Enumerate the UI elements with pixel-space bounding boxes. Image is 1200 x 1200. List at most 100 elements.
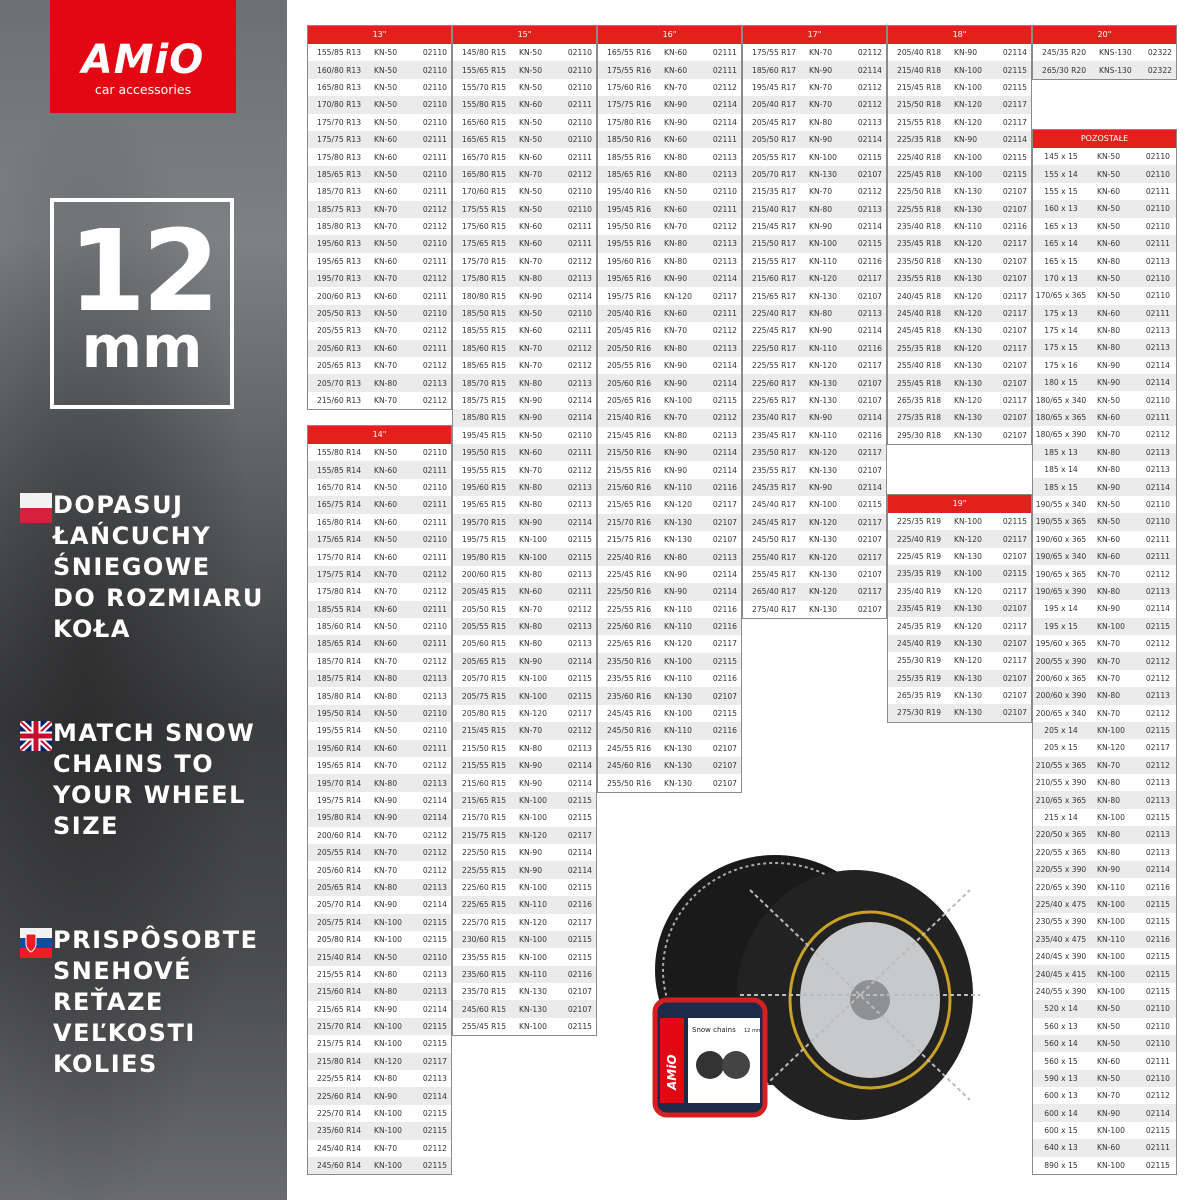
tire-size: 520 x 14	[1044, 1004, 1078, 1014]
product-code: 02112	[712, 413, 737, 423]
table-row: 245/35 R20 KNS-130 02322	[1033, 44, 1176, 61]
tire-size: 175/55 R15	[462, 204, 507, 214]
product-code: 02111	[422, 552, 447, 562]
lifestyle-photo-panel: AMiO car accessories 12 mm DOPASUJ ŁAŃCU…	[0, 0, 287, 1200]
chain-model: KN-80	[1097, 326, 1121, 336]
table-row: 175 x 14 KN-80 02113	[1033, 322, 1176, 339]
table-row: 265/40 R17 KN-120 02117	[743, 583, 886, 601]
table-row: 200/60 x 390 KN-80 02113	[1033, 687, 1176, 705]
table-row: 205/75 R15 KN-100 02115	[453, 687, 596, 705]
tire-size: 235/60 R15	[462, 969, 507, 979]
product-code: 02115	[567, 935, 592, 945]
product-code: 02115	[422, 935, 447, 945]
product-code: 02111	[422, 743, 447, 753]
table-row: 195/70 R13 KN-70 02112	[308, 270, 451, 288]
tire-size: 215/60 R14	[317, 987, 362, 997]
product-code: 02115	[857, 152, 882, 162]
table-row: 195/60 R15 KN-80 02113	[453, 478, 596, 497]
table-row: 245/60 R16 KN-130 02107	[598, 757, 741, 775]
chain-model: KN-130	[954, 673, 982, 683]
tire-size: 235/50 R17	[752, 448, 797, 458]
tire-size: 215/55 R17	[752, 256, 797, 266]
product-code: 02112	[567, 465, 592, 475]
tire-size: 235/55 R15	[462, 952, 507, 962]
table-row: 175 x 15 KN-80 02113	[1033, 339, 1176, 357]
chain-model: KN-60	[664, 309, 688, 319]
product-code: 02107	[857, 604, 882, 614]
chain-model: KN-50	[1097, 1021, 1121, 1031]
product-code: 02114	[857, 482, 882, 492]
product-code: 02111	[1145, 534, 1170, 544]
product-code: 02107	[1002, 551, 1027, 561]
tire-size: 160/80 R13	[317, 65, 362, 75]
product-code: 02107	[857, 291, 882, 301]
tire-size: 195/60 x 365	[1035, 639, 1087, 649]
chain-model: KN-50	[519, 117, 543, 127]
tire-size: 165/60 R15	[462, 117, 507, 127]
tire-size: 215 x 14	[1044, 813, 1078, 823]
tire-size: 215/75 R16	[607, 535, 652, 545]
table-row: 205/80 R15 KN-120 02117	[453, 705, 596, 722]
table-row: 205/45 R17 KN-80 02113	[743, 114, 886, 131]
table-row: 205/55 R15 KN-80 02113	[453, 617, 596, 636]
product-code: 02107	[712, 691, 737, 701]
tire-size: 600 x 13	[1044, 1091, 1078, 1101]
product-code: 02107	[712, 761, 737, 771]
tire-size: 175 x 16	[1044, 360, 1078, 370]
size-table-20: 20" 245/35 R20 KNS-130 02322 265/30 R20 KNS-1…	[1032, 25, 1177, 80]
tire-size: 215/35 R17	[752, 187, 797, 197]
tire-size: 190/65 x 340	[1035, 552, 1087, 562]
table-row: 205/50 R13 KN-50 02110	[308, 304, 451, 323]
tire-size: 255/30 R19	[897, 656, 942, 666]
table-row: 235/60 R15 KN-110 02116	[453, 965, 596, 984]
tire-size: 175/55 R16	[607, 65, 652, 75]
tire-size: 185/80 R14	[317, 691, 362, 701]
table-row: 185 x 14 KN-80 02113	[1033, 461, 1176, 478]
chain-model: KN-90	[374, 796, 398, 805]
table-row: 155/85 R13 KN-50 02110	[308, 44, 451, 61]
product-code: 02117	[1002, 621, 1027, 631]
product-code: 02110	[1145, 169, 1170, 179]
product-code: 02110	[1145, 1021, 1170, 1031]
table-row: 175/80 R13 KN-60 02111	[308, 148, 451, 165]
chain-model: KN-110	[519, 900, 547, 910]
chain-model: KN-60	[1097, 552, 1121, 562]
tire-size: 225/60 R17	[752, 378, 797, 388]
table-row: 215/40 R14 KN-50 02110	[308, 948, 451, 966]
chain-model: KN-60	[374, 291, 398, 301]
table-body: 145 x 15 KN-50 02110 155 x 14 KN-50 02110 155 …	[1033, 148, 1176, 1174]
product-code: 02115	[1002, 517, 1027, 527]
table-row: 200/60 x 365 KN-70 02112	[1033, 670, 1176, 687]
table-row: 205 x 14 KN-100 02115	[1033, 721, 1176, 740]
tire-size: 145/80 R15	[462, 48, 507, 58]
chain-model: KN-120	[954, 656, 982, 666]
product-code: 02114	[712, 274, 737, 284]
table-row: 255/50 R16 KN-130 02107	[598, 774, 741, 791]
product-code: 02114	[422, 1091, 447, 1101]
tire-size: 205/55 R14	[317, 848, 362, 858]
tire-size: 245/60 R15	[462, 1004, 507, 1014]
chain-model: KN-130	[664, 743, 692, 753]
uk-flag-icon	[20, 721, 52, 751]
table-row: 195/50 R14 KN-50 02110	[308, 704, 451, 723]
tire-size: 185/80 R15	[462, 413, 507, 423]
product-code: 02115	[857, 500, 882, 510]
chain-model: KN-50	[664, 187, 688, 197]
table-row: 215/65 R15 KN-100 02115	[453, 791, 596, 810]
table-body: 155/80 R14 KN-50 02110 155/85 R14 KN-60 02111…	[308, 444, 451, 1175]
tire-size: 245/45 R18	[897, 326, 942, 336]
tire-size: 225/65 R17	[752, 396, 797, 405]
tire-size: 205/65 R13	[317, 361, 362, 371]
chain-model: KN-80	[519, 274, 543, 284]
table-row: 190/65 x 390 KN-80 02113	[1033, 582, 1176, 601]
chain-model: KN-130	[954, 326, 982, 336]
tire-size: 165 x 14	[1044, 239, 1078, 249]
product-code: 02110	[422, 482, 447, 492]
chain-model: KN-70	[519, 343, 543, 353]
tire-size: 185/55 R16	[607, 152, 652, 162]
chain-model: KN-80	[519, 569, 543, 579]
tire-size: 215/55 R15	[462, 761, 507, 771]
product-code: 02107	[712, 535, 737, 545]
chain-model: KN-90	[519, 865, 543, 875]
product-code: 02117	[1002, 656, 1027, 666]
